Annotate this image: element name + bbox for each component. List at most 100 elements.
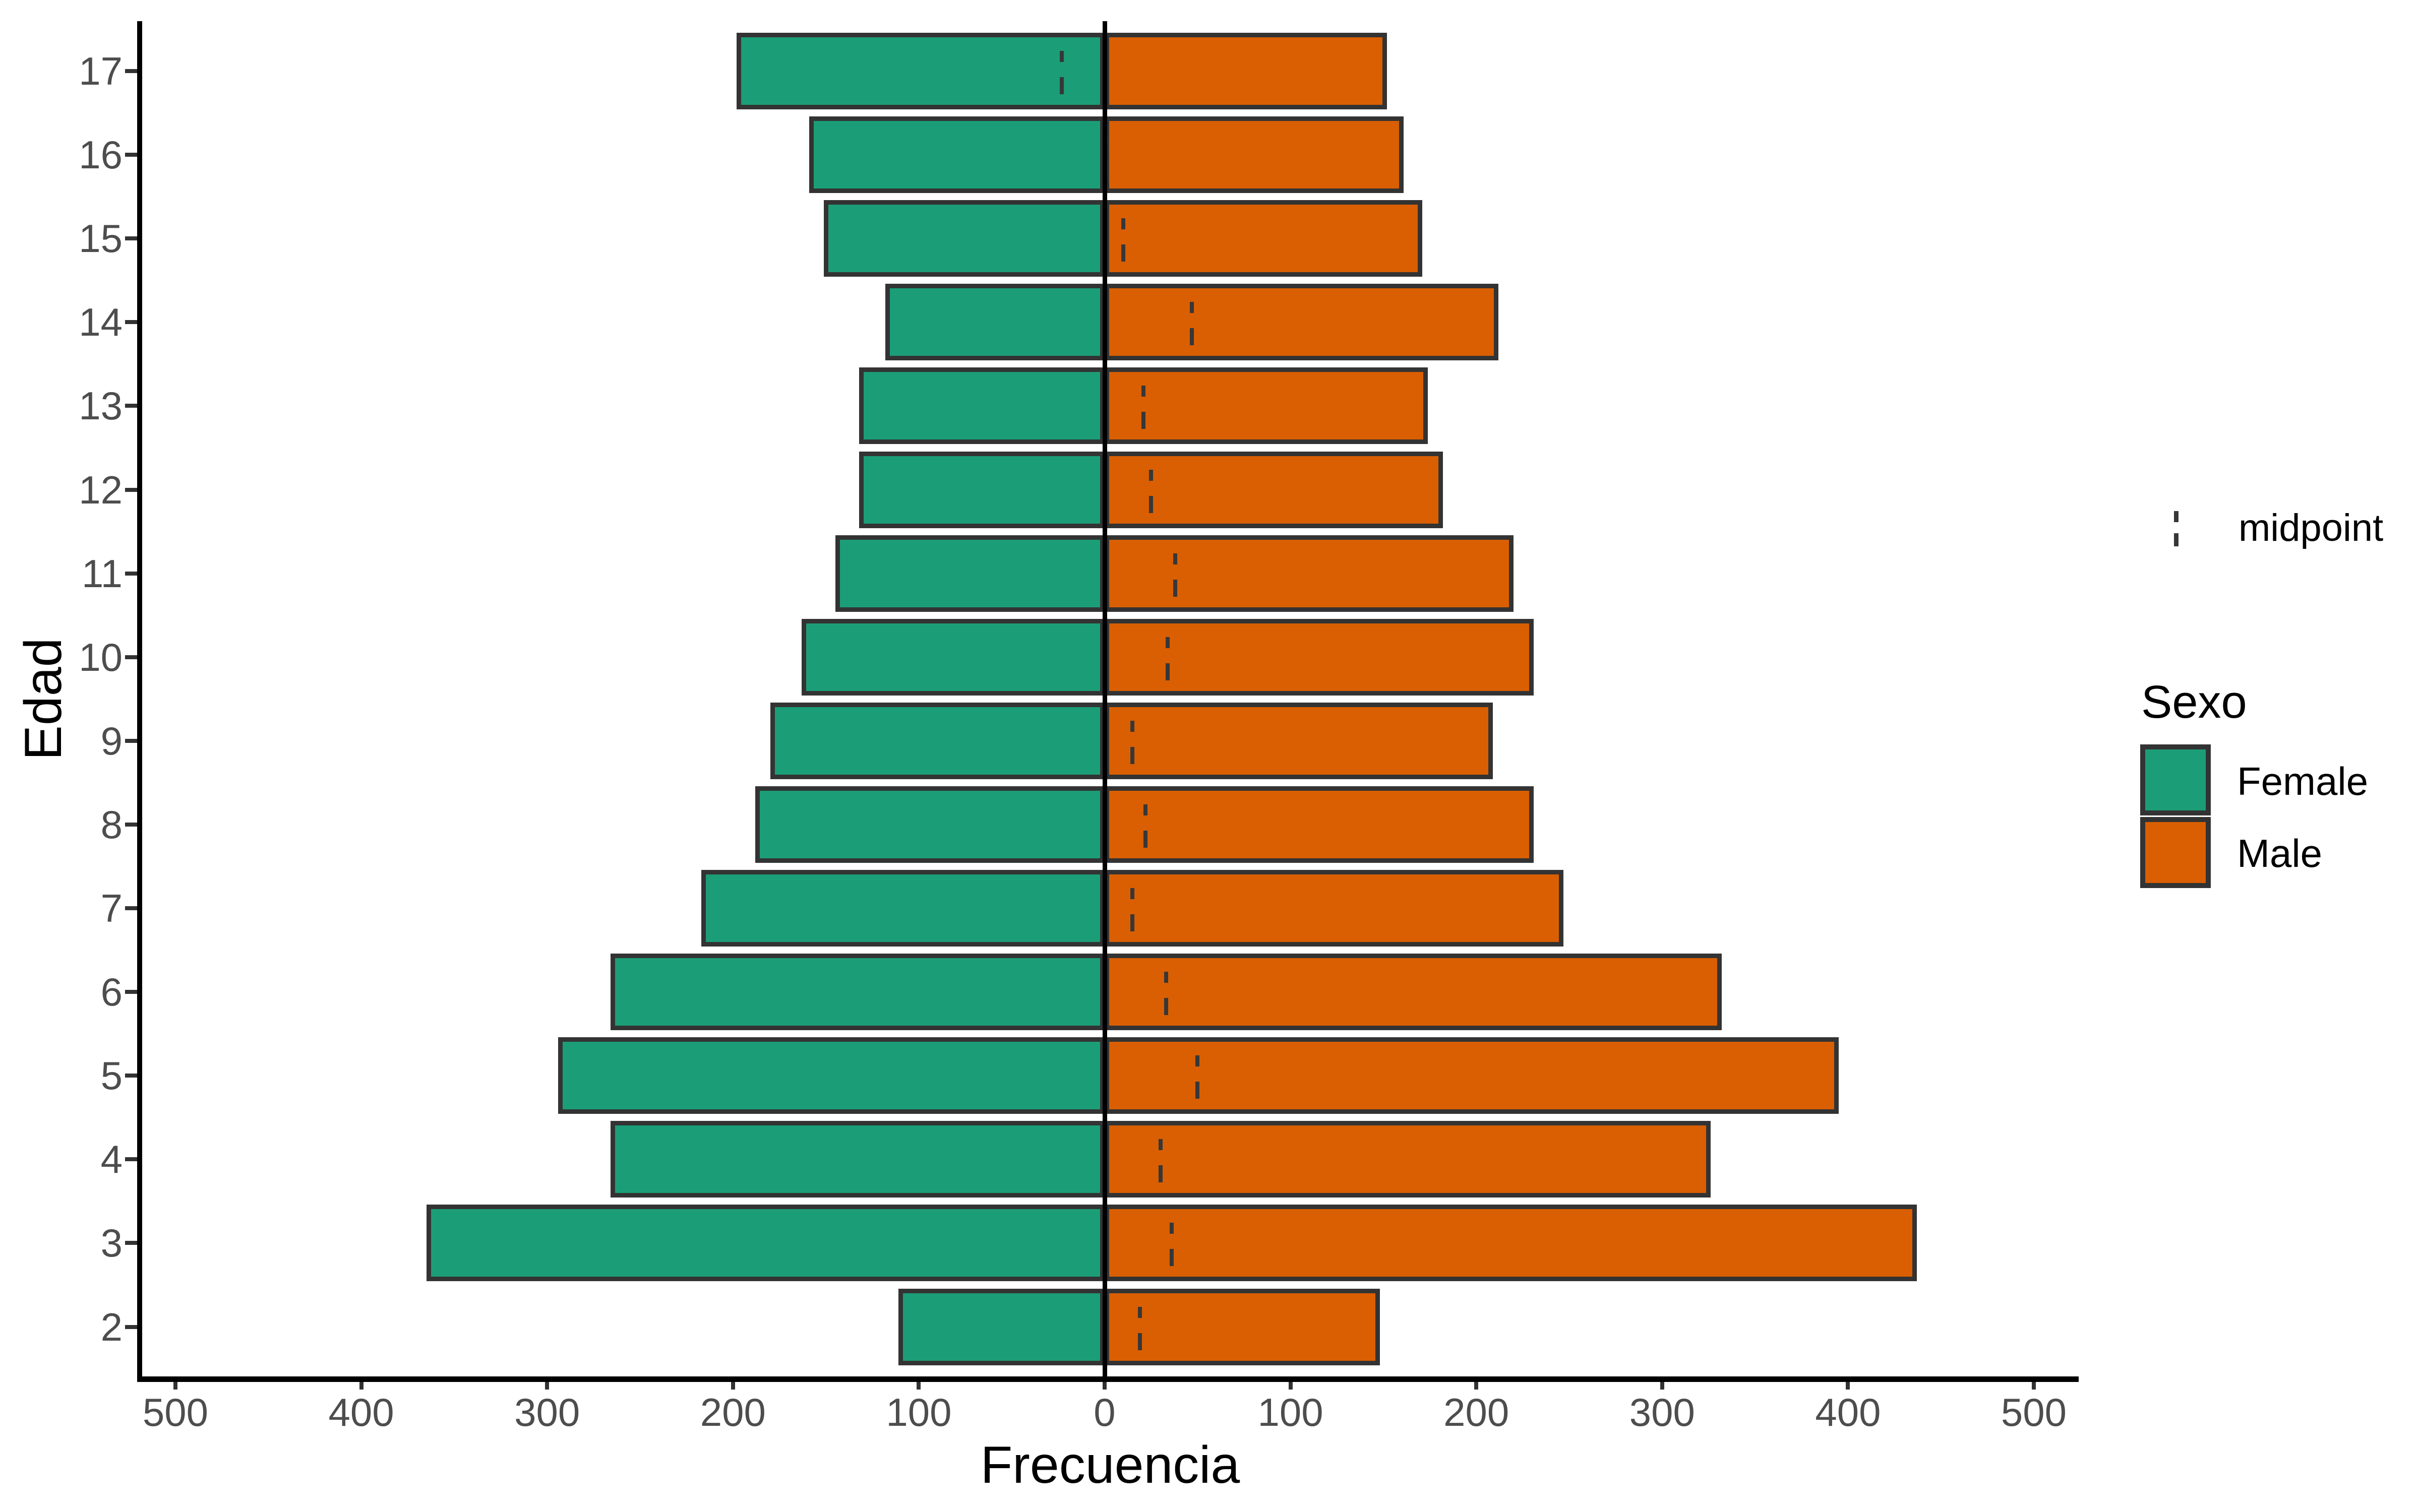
y-tick-label-8: 8 xyxy=(100,802,123,847)
bar-female-age-5 xyxy=(558,1037,1105,1114)
y-axis-title: Edad xyxy=(14,638,73,761)
zero-baseline xyxy=(1103,21,1107,1382)
y-tick-label-9: 9 xyxy=(100,718,123,763)
x-tick-100 xyxy=(1288,1382,1293,1390)
y-tick-age-3 xyxy=(125,1241,137,1245)
bar-female-age-11 xyxy=(835,535,1105,612)
bar-female-age-4 xyxy=(610,1121,1105,1198)
bar-female-age-7 xyxy=(701,870,1105,947)
y-tick-age-16 xyxy=(125,153,137,157)
x-tick-label-0: 0 xyxy=(1094,1390,1116,1434)
y-tick-age-17 xyxy=(125,69,137,73)
bar-male-age-11 xyxy=(1105,535,1514,612)
x-tick--200 xyxy=(731,1382,735,1390)
y-tick-age-13 xyxy=(125,404,137,408)
bar-female-age-6 xyxy=(610,954,1105,1031)
x-tick--300 xyxy=(545,1382,550,1390)
bar-male-age-9 xyxy=(1105,702,1493,779)
y-tick-age-15 xyxy=(125,236,137,241)
x-tick-400 xyxy=(1846,1382,1850,1390)
legend-male-swatch xyxy=(2140,817,2211,888)
bar-female-age-2 xyxy=(898,1288,1105,1365)
x-axis-title: Frecuencia xyxy=(980,1436,1240,1494)
legend-female-label: Female xyxy=(2237,759,2369,803)
y-tick-age-6 xyxy=(125,990,137,994)
midpoint-marker-age-9 xyxy=(1130,720,1135,764)
x-tick-0 xyxy=(1103,1382,1107,1390)
y-tick-label-5: 5 xyxy=(100,1053,123,1098)
bar-female-age-16 xyxy=(809,116,1105,194)
midpoint-marker-age-6 xyxy=(1164,972,1168,1016)
bar-male-age-17 xyxy=(1105,33,1387,109)
bar-male-age-8 xyxy=(1105,786,1534,863)
bar-female-age-13 xyxy=(859,367,1105,445)
y-tick-age-9 xyxy=(125,738,137,743)
bar-female-age-15 xyxy=(824,200,1105,277)
x-tick-label-200: 200 xyxy=(1443,1390,1509,1434)
midpoint-marker-age-12 xyxy=(1149,469,1154,513)
x-tick-300 xyxy=(1660,1382,1664,1390)
x-tick--500 xyxy=(173,1382,177,1390)
x-tick--100 xyxy=(917,1382,921,1390)
legend-midpoint-label: midpoint xyxy=(2238,507,2384,549)
midpoint-marker-age-10 xyxy=(1166,637,1170,680)
y-axis-line xyxy=(137,21,142,1382)
midpoint-marker-age-15 xyxy=(1121,218,1125,262)
x-axis-line xyxy=(142,1376,2079,1382)
bar-female-age-8 xyxy=(755,786,1105,863)
y-tick-label-12: 12 xyxy=(79,467,123,512)
bar-male-age-12 xyxy=(1105,451,1443,528)
y-tick-label-16: 16 xyxy=(79,133,123,177)
bar-male-age-15 xyxy=(1105,200,1423,277)
y-tick-label-2: 2 xyxy=(100,1304,123,1349)
midpoint-marker-age-4 xyxy=(1158,1139,1163,1183)
bar-female-age-3 xyxy=(426,1205,1105,1282)
x-tick-label--300: 300 xyxy=(514,1390,580,1434)
bar-male-age-13 xyxy=(1105,367,1428,445)
bar-male-age-5 xyxy=(1105,1037,1839,1114)
y-tick-age-4 xyxy=(125,1157,137,1162)
x-tick-200 xyxy=(1474,1382,1479,1390)
bar-male-age-3 xyxy=(1105,1205,1917,1282)
bar-male-age-14 xyxy=(1105,284,1499,361)
midpoint-marker-age-8 xyxy=(1143,804,1148,848)
x-tick-label--400: 400 xyxy=(328,1390,394,1434)
bar-male-age-7 xyxy=(1105,870,1564,947)
midpoint-marker-age-7 xyxy=(1130,888,1135,931)
y-tick-age-5 xyxy=(125,1074,137,1078)
bar-male-age-16 xyxy=(1105,116,1404,194)
y-tick-age-12 xyxy=(125,487,137,492)
x-tick-label-300: 300 xyxy=(1629,1390,1695,1434)
bar-male-age-6 xyxy=(1105,954,1722,1031)
bar-male-age-4 xyxy=(1105,1121,1711,1198)
bar-female-age-12 xyxy=(859,451,1105,528)
legend-female-swatch xyxy=(2140,744,2211,815)
x-tick-500 xyxy=(2032,1382,2036,1390)
bar-female-age-14 xyxy=(885,284,1105,361)
midpoint-marker-age-5 xyxy=(1195,1055,1200,1099)
legend-male-label: Male xyxy=(2237,831,2323,875)
x-tick-label--200: 200 xyxy=(700,1390,766,1434)
bar-male-age-2 xyxy=(1105,1288,1380,1365)
bar-female-age-17 xyxy=(737,33,1105,109)
y-tick-label-15: 15 xyxy=(79,216,123,261)
midpoint-dashed-line-icon xyxy=(2174,511,2179,546)
x-tick-label-400: 400 xyxy=(1815,1390,1881,1434)
y-tick-label-4: 4 xyxy=(100,1137,123,1182)
x-tick--400 xyxy=(359,1382,364,1390)
midpoint-marker-age-11 xyxy=(1173,553,1178,597)
midpoint-marker-age-14 xyxy=(1190,302,1194,346)
midpoint-marker-age-13 xyxy=(1141,386,1146,429)
y-tick-label-17: 17 xyxy=(79,49,123,93)
y-tick-age-11 xyxy=(125,571,137,576)
legend-sexo-title: Sexo xyxy=(2141,676,2247,728)
y-tick-label-13: 13 xyxy=(79,384,123,428)
y-tick-age-8 xyxy=(125,822,137,827)
midpoint-marker-age-17 xyxy=(1060,51,1064,94)
y-tick-label-10: 10 xyxy=(79,635,123,679)
midpoint-marker-age-3 xyxy=(1169,1223,1174,1267)
y-tick-age-14 xyxy=(125,320,137,325)
x-tick-label--100: 100 xyxy=(886,1390,952,1434)
y-tick-age-7 xyxy=(125,906,137,910)
